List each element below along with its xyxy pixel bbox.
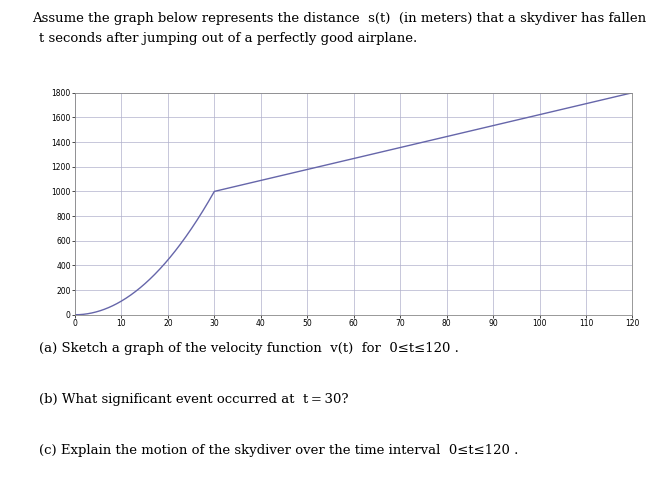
- Text: Assume the graph below represents the distance  s(t)  (in meters) that a skydive: Assume the graph below represents the di…: [32, 12, 646, 25]
- Text: (c) Explain the motion of the skydiver over the time interval  0≤t≤120 .: (c) Explain the motion of the skydiver o…: [39, 444, 518, 457]
- Text: (b) What significant event occurred at  t = 30?: (b) What significant event occurred at t…: [39, 393, 349, 406]
- Text: t seconds after jumping out of a perfectly good airplane.: t seconds after jumping out of a perfect…: [39, 32, 417, 45]
- Text: (a) Sketch a graph of the velocity function  v(t)  for  0≤t≤120 .: (a) Sketch a graph of the velocity funct…: [39, 342, 459, 355]
